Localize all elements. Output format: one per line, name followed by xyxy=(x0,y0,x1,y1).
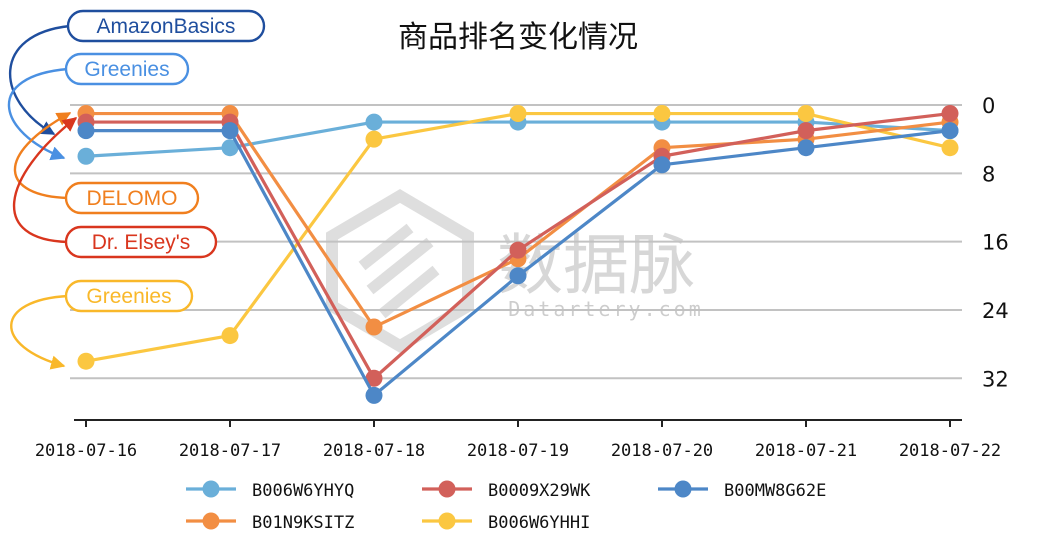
data-point xyxy=(797,122,815,140)
legend-swatch-marker xyxy=(202,480,220,498)
x-tick-label: 2018-07-18 xyxy=(323,441,425,461)
annotation-label: AmazonBasics xyxy=(97,15,236,38)
legend-item[interactable]: B00MW8G62E xyxy=(658,480,826,502)
legend-item[interactable]: B006W6YHHI xyxy=(422,512,590,534)
annotation-callout: DELOMO xyxy=(13,111,200,215)
annotation-callout: AmazonBasics xyxy=(8,9,266,136)
annotation-box xyxy=(64,181,200,215)
data-point xyxy=(221,122,239,140)
legend-swatch-marker xyxy=(674,480,692,498)
annotation-callout: Greenies xyxy=(7,52,190,161)
annotation-arrow xyxy=(10,294,69,370)
x-tick-label: 2018-07-21 xyxy=(755,441,857,461)
legend-swatch-marker xyxy=(438,480,456,498)
gridlines xyxy=(70,104,962,380)
legend-item[interactable]: B006W6YHYQ xyxy=(186,480,354,502)
y-tick-label: 24 xyxy=(982,299,1009,323)
data-point xyxy=(797,139,815,157)
annotation-label: DELOMO xyxy=(86,187,177,210)
x-tick-label: 2018-07-16 xyxy=(35,441,137,461)
watermark-cn-text: 数据脉 xyxy=(497,227,695,304)
annotation-label: Dr. Elsey's xyxy=(92,231,191,254)
data-point xyxy=(941,105,959,123)
legend-label: B006W6YHHI xyxy=(488,513,590,533)
y-axis: 0 8 16 24 32 xyxy=(982,94,1009,391)
legend-swatch-marker xyxy=(438,512,456,530)
series-lines xyxy=(77,105,959,404)
data-point xyxy=(941,139,959,157)
data-point xyxy=(797,105,815,123)
annotation-arrow xyxy=(8,24,71,136)
x-tick-label: 2018-07-19 xyxy=(467,441,569,461)
data-point xyxy=(221,139,239,157)
legend-label: B0009X29WK xyxy=(488,481,591,501)
data-point xyxy=(653,105,671,123)
legend-label: B01N9KSITZ xyxy=(252,513,354,533)
data-point xyxy=(509,241,527,259)
x-axis: 2018-07-16 2018-07-17 2018-07-18 2018-07-19… xyxy=(35,419,1001,461)
data-point xyxy=(365,113,383,131)
y-tick-label: 32 xyxy=(982,367,1009,391)
annotation-box xyxy=(64,279,194,313)
data-point xyxy=(653,156,671,174)
series-B006W6YHHI xyxy=(77,105,959,370)
data-point xyxy=(941,122,959,140)
data-point xyxy=(365,369,383,387)
legend: B006W6YHYQ B0009X29WK B00MW8G62E B01N9KSITZ… xyxy=(186,480,826,534)
annotation-callout: Dr. Elsey's xyxy=(13,117,218,259)
annotation-box xyxy=(64,225,218,259)
x-tick-label: 2018-07-22 xyxy=(899,441,1001,461)
legend-item[interactable]: B01N9KSITZ xyxy=(186,512,354,534)
annotation-box xyxy=(66,9,266,43)
data-point xyxy=(77,352,95,370)
x-tick-label: 2018-07-20 xyxy=(611,441,713,461)
annotation-arrow xyxy=(13,117,78,244)
data-point xyxy=(77,122,95,140)
annotation-label: Greenies xyxy=(86,285,171,308)
series-B00MW8G62E xyxy=(77,122,959,404)
data-point xyxy=(365,386,383,404)
data-point xyxy=(77,147,95,165)
annotation-callout: Greenies xyxy=(10,279,194,370)
legend-swatch-marker xyxy=(202,512,220,530)
annotation-arrow xyxy=(13,111,72,200)
y-tick-label: 16 xyxy=(982,231,1009,255)
data-point xyxy=(509,267,527,285)
data-point xyxy=(221,327,239,345)
watermark-logo-icon xyxy=(326,189,474,353)
x-tick-label: 2018-07-17 xyxy=(179,441,281,461)
data-point xyxy=(509,105,527,123)
annotations: AmazonBasics Greenies DELOMO Dr. Elsey's Gre… xyxy=(7,9,266,370)
legend-label: B00MW8G62E xyxy=(724,481,826,501)
annotation-arrow xyxy=(7,67,69,161)
annotation-box xyxy=(64,52,190,86)
annotation-label: Greenies xyxy=(84,58,169,81)
y-tick-label: 8 xyxy=(982,162,995,186)
legend-item[interactable]: B0009X29WK xyxy=(422,480,591,502)
data-point xyxy=(365,318,383,336)
y-tick-label: 0 xyxy=(982,94,995,118)
chart-title: 商品排名变化情况 xyxy=(398,20,638,55)
data-point xyxy=(365,130,383,148)
legend-label: B006W6YHYQ xyxy=(252,481,354,501)
